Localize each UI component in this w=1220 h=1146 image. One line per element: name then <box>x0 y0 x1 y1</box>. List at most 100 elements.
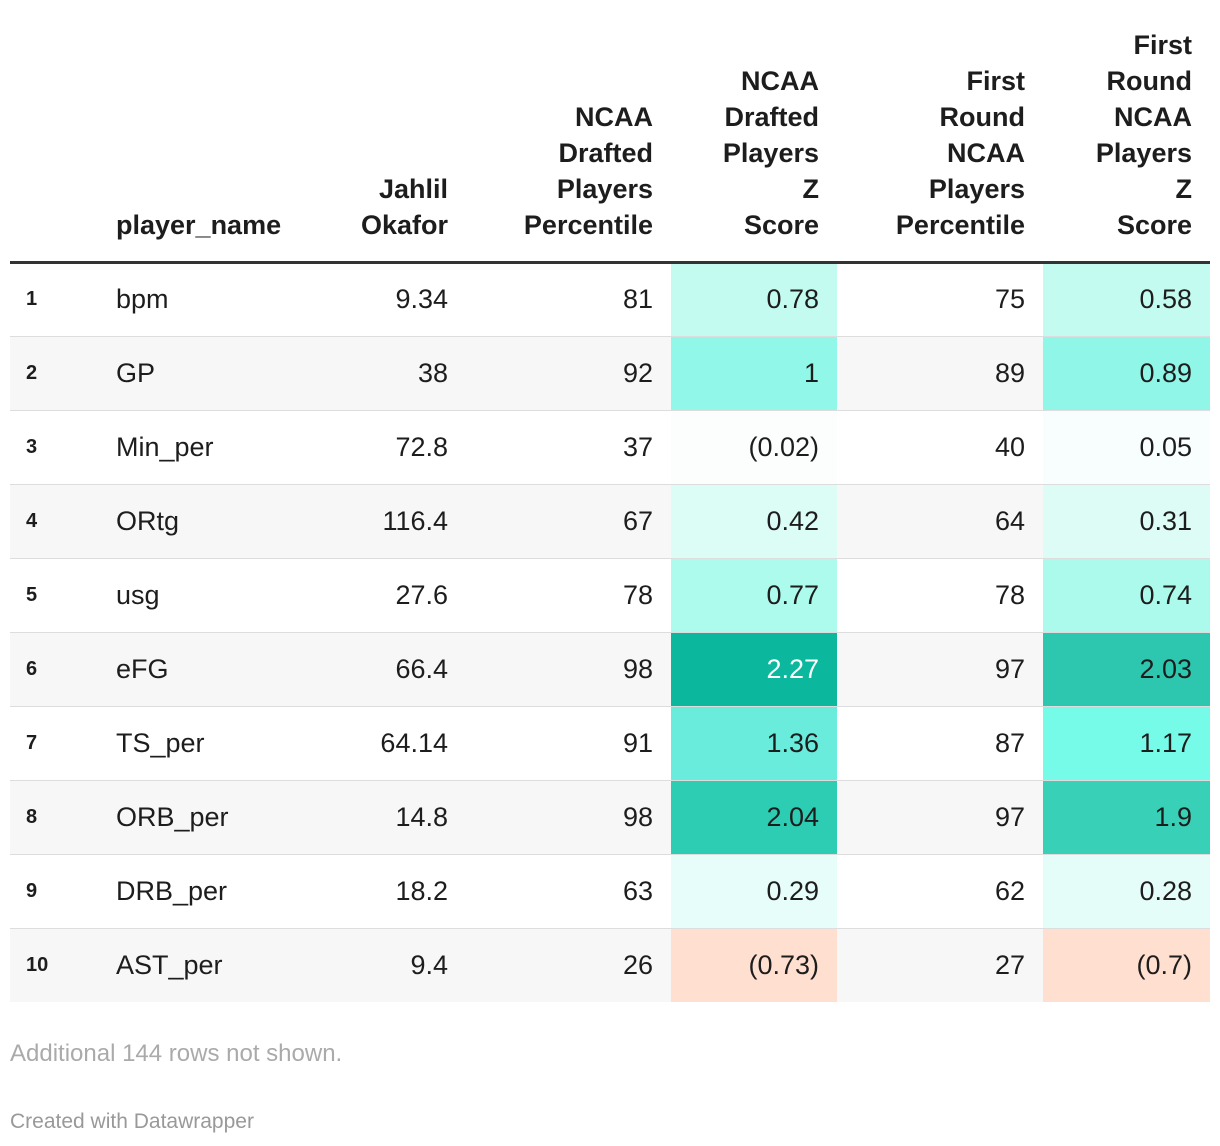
header-line: Players <box>928 173 1025 204</box>
header-line: Jahlil <box>378 173 448 204</box>
row-index: 6 <box>10 632 98 707</box>
header-player-name[interactable]: player_name <box>98 0 310 264</box>
table-body: 1 bpm 9.34 81 0.78 75 0.58 2 GP 38 92 1 89 0.89 3 Min_p… <box>10 262 1210 1002</box>
cell-first-round-percentile: 97 <box>837 632 1043 707</box>
cell-first-round-z-score: 0.31 <box>1043 484 1210 559</box>
cell-first-round-percentile: 78 <box>837 558 1043 633</box>
table-row: 6 eFG 66.4 98 2.27 97 2.03 <box>10 632 1210 707</box>
header-line: NCAA <box>1114 101 1192 132</box>
header-first-round-z-score[interactable]: First Round NCAA Players Z Score <box>1043 0 1210 264</box>
header-jahlil-okafor[interactable]: Jahlil Okafor <box>310 0 466 264</box>
header-line: Percentile <box>895 209 1025 240</box>
table-row: 1 bpm 9.34 81 0.78 75 0.58 <box>10 262 1210 337</box>
header-first-round-percentile[interactable]: First Round NCAA Players Percentile <box>837 0 1043 264</box>
row-index: 4 <box>10 484 98 559</box>
table-row: 3 Min_per 72.8 37 (0.02) 40 0.05 <box>10 410 1210 485</box>
cell-jahlil-okafor: 66.4 <box>310 632 466 707</box>
table-row: 10 AST_per 9.4 26 (0.73) 27 (0.7) <box>10 928 1210 1002</box>
header-line: Percentile <box>523 209 653 240</box>
cell-ncaa-z-score: (0.73) <box>671 928 837 1002</box>
header-line: First <box>1133 29 1192 60</box>
cell-first-round-percentile: 75 <box>837 262 1043 337</box>
cell-ncaa-percentile: 98 <box>466 780 671 855</box>
header-line: player_name <box>116 209 282 240</box>
cell-jahlil-okafor: 9.4 <box>310 928 466 1002</box>
cell-first-round-percentile: 97 <box>837 780 1043 855</box>
cell-first-round-z-score: 1.17 <box>1043 706 1210 781</box>
table-row: 4 ORtg 116.4 67 0.42 64 0.31 <box>10 484 1210 559</box>
cell-player-name: GP <box>98 336 310 411</box>
cell-player-name: eFG <box>98 632 310 707</box>
row-index: 7 <box>10 706 98 781</box>
cell-jahlil-okafor: 116.4 <box>310 484 466 559</box>
cell-jahlil-okafor: 27.6 <box>310 558 466 633</box>
cell-first-round-z-score: 1.9 <box>1043 780 1210 855</box>
table-row: 5 usg 27.6 78 0.77 78 0.74 <box>10 558 1210 633</box>
cell-first-round-z-score: 0.05 <box>1043 410 1210 485</box>
row-index: 1 <box>10 262 98 337</box>
header-line: NCAA <box>947 137 1025 168</box>
header-line: Drafted <box>724 101 819 132</box>
cell-first-round-z-score: 0.89 <box>1043 336 1210 411</box>
row-index: 10 <box>10 928 98 1002</box>
header-line: Players <box>556 173 653 204</box>
cell-first-round-z-score: 2.03 <box>1043 632 1210 707</box>
cell-first-round-percentile: 87 <box>837 706 1043 781</box>
table-row: 2 GP 38 92 1 89 0.89 <box>10 336 1210 411</box>
cell-jahlil-okafor: 64.14 <box>310 706 466 781</box>
header-ncaa-z-score[interactable]: NCAA Drafted Players Z Score <box>671 0 837 264</box>
cell-ncaa-percentile: 92 <box>466 336 671 411</box>
header-line: Drafted <box>558 137 653 168</box>
cell-ncaa-percentile: 67 <box>466 484 671 559</box>
data-table: player_name Jahlil Okafor NCAA Drafted Play… <box>10 0 1210 1002</box>
cell-ncaa-z-score: 0.77 <box>671 558 837 633</box>
table-row: 8 ORB_per 14.8 98 2.04 97 1.9 <box>10 780 1210 855</box>
cell-ncaa-percentile: 26 <box>466 928 671 1002</box>
header-ncaa-percentile[interactable]: NCAA Drafted Players Percentile <box>466 0 671 264</box>
cell-first-round-percentile: 40 <box>837 410 1043 485</box>
cell-ncaa-percentile: 37 <box>466 410 671 485</box>
row-index: 2 <box>10 336 98 411</box>
cell-ncaa-z-score: 0.42 <box>671 484 837 559</box>
cell-first-round-z-score: 0.74 <box>1043 558 1210 633</box>
cell-player-name: ORB_per <box>98 780 310 855</box>
cell-player-name: TS_per <box>98 706 310 781</box>
cell-jahlil-okafor: 9.34 <box>310 262 466 337</box>
header-line: Okafor <box>360 209 448 240</box>
table-container: player_name Jahlil Okafor NCAA Drafted Play… <box>10 0 1210 1002</box>
table-row: 9 DRB_per 18.2 63 0.29 62 0.28 <box>10 854 1210 929</box>
cell-first-round-z-score: 0.58 <box>1043 262 1210 337</box>
cell-ncaa-percentile: 78 <box>466 558 671 633</box>
row-index: 5 <box>10 558 98 633</box>
header-index <box>10 0 98 264</box>
cell-first-round-percentile: 89 <box>837 336 1043 411</box>
cell-first-round-z-score: (0.7) <box>1043 928 1210 1002</box>
cell-player-name: AST_per <box>98 928 310 1002</box>
datawrapper-credit: Created with Datawrapper <box>10 1110 254 1133</box>
cell-ncaa-percentile: 81 <box>466 262 671 337</box>
cell-player-name: usg <box>98 558 310 633</box>
row-index: 3 <box>10 410 98 485</box>
header-line: Players <box>1095 137 1192 168</box>
cell-ncaa-z-score: 1 <box>671 336 837 411</box>
cell-jahlil-okafor: 72.8 <box>310 410 466 485</box>
header-line: Z <box>802 173 820 204</box>
cell-ncaa-z-score: 0.78 <box>671 262 837 337</box>
cell-ncaa-z-score: 0.29 <box>671 854 837 929</box>
cell-ncaa-z-score: 2.27 <box>671 632 837 707</box>
row-index: 8 <box>10 780 98 855</box>
cell-ncaa-percentile: 98 <box>466 632 671 707</box>
header-line: NCAA <box>741 65 819 96</box>
cell-player-name: Min_per <box>98 410 310 485</box>
header-line: Round <box>1106 65 1192 96</box>
cell-jahlil-okafor: 38 <box>310 336 466 411</box>
header-line: First <box>966 65 1025 96</box>
header-row: player_name Jahlil Okafor NCAA Drafted Play… <box>10 0 1210 264</box>
cell-ncaa-percentile: 91 <box>466 706 671 781</box>
header-line: Round <box>939 101 1025 132</box>
header-line: NCAA <box>575 101 653 132</box>
cell-jahlil-okafor: 14.8 <box>310 780 466 855</box>
header-line: Z <box>1175 173 1193 204</box>
header-line: Score <box>743 209 819 240</box>
cell-ncaa-percentile: 63 <box>466 854 671 929</box>
